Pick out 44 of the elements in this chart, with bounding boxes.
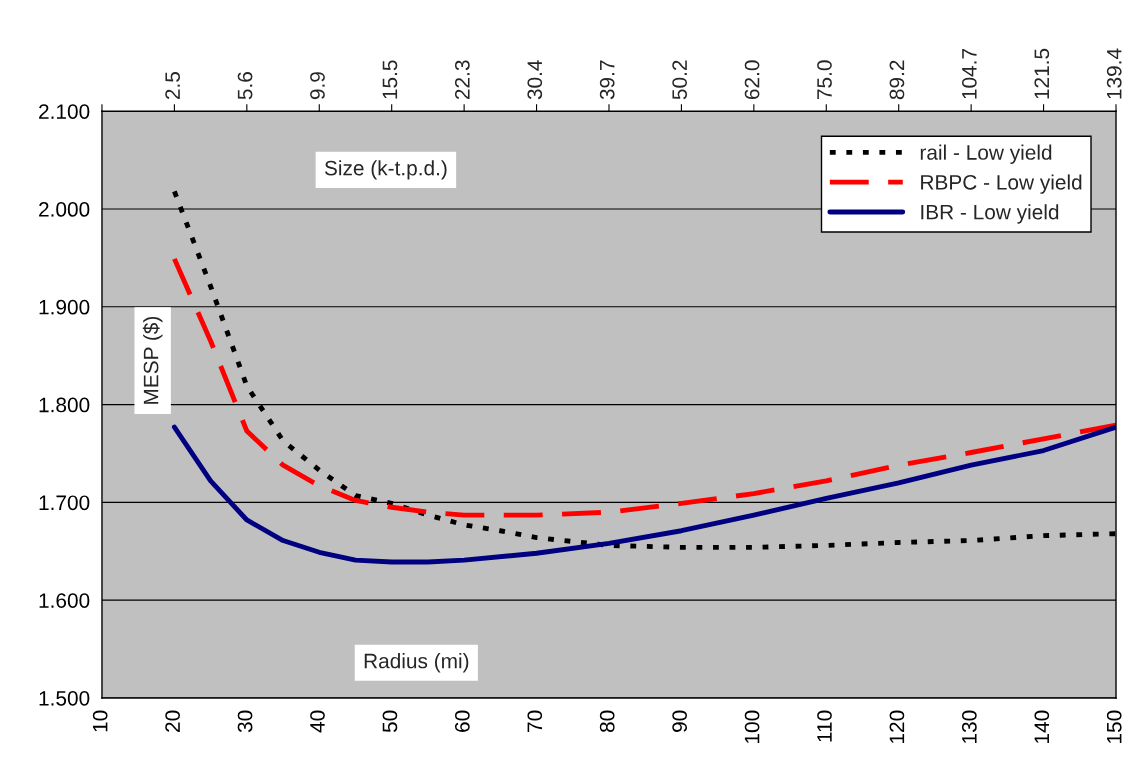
y-tick-label: 1.800	[39, 397, 90, 413]
legend-label: RBPC - Low yield	[921, 174, 1082, 194]
y-tick-label: 1.500	[39, 690, 90, 706]
text: 5.6	[237, 72, 253, 100]
x-tick-label: 150	[1106, 710, 1122, 743]
x-tick-label: 80	[599, 710, 615, 733]
text: 22.3	[454, 60, 470, 100]
x-tick-label: 10	[92, 710, 108, 732]
text: 39.7	[599, 60, 615, 100]
x-tick-label: 20	[165, 710, 180, 732]
x-tick-label: 140	[1034, 710, 1050, 743]
y-tick-label: 2.100	[39, 104, 90, 119]
x2-axis-title: Size (k-t.p.d.)	[324, 160, 447, 180]
y-tick-label: 1.900	[39, 299, 90, 315]
legend-label: IBR - Low yield	[921, 204, 1059, 224]
x-tick-label: 60	[454, 710, 470, 732]
x-tick-label: 120	[889, 710, 905, 743]
text: 139.4	[1106, 48, 1122, 99]
x-tick-label: 40	[310, 710, 325, 733]
text: 121.5	[1034, 48, 1050, 99]
x-tick-label: 70	[527, 710, 543, 732]
y-tick-label: 2.000	[39, 202, 90, 217]
text: 9.9	[310, 72, 325, 100]
x-tick-label: 110	[817, 710, 832, 742]
text: 75.0	[817, 60, 832, 100]
text: 30.4	[527, 60, 543, 100]
x-axis-title: Radius (mi)	[364, 653, 469, 673]
text: 62.0	[744, 60, 760, 100]
x-tick-label: 30	[237, 710, 253, 733]
y-axis-title: MESP ($)	[142, 316, 163, 404]
text: 15.5	[382, 60, 398, 99]
y-tick-label: 1.700	[39, 495, 90, 511]
text: 89.2	[889, 60, 905, 100]
x-tick-label: 100	[744, 710, 760, 743]
legend-label: rail - Low yield	[920, 144, 1052, 164]
x-tick-label: 130	[961, 710, 977, 743]
line-series	[171, 256, 1116, 518]
text: 50.2	[672, 60, 688, 100]
x-tick-label: 90	[672, 710, 688, 732]
line-series	[171, 424, 1116, 565]
x-tick-label: 50	[382, 710, 398, 733]
text: 2.5	[165, 72, 180, 100]
text: 104.7	[961, 49, 977, 99]
y-tick-label: 1.600	[39, 593, 90, 608]
